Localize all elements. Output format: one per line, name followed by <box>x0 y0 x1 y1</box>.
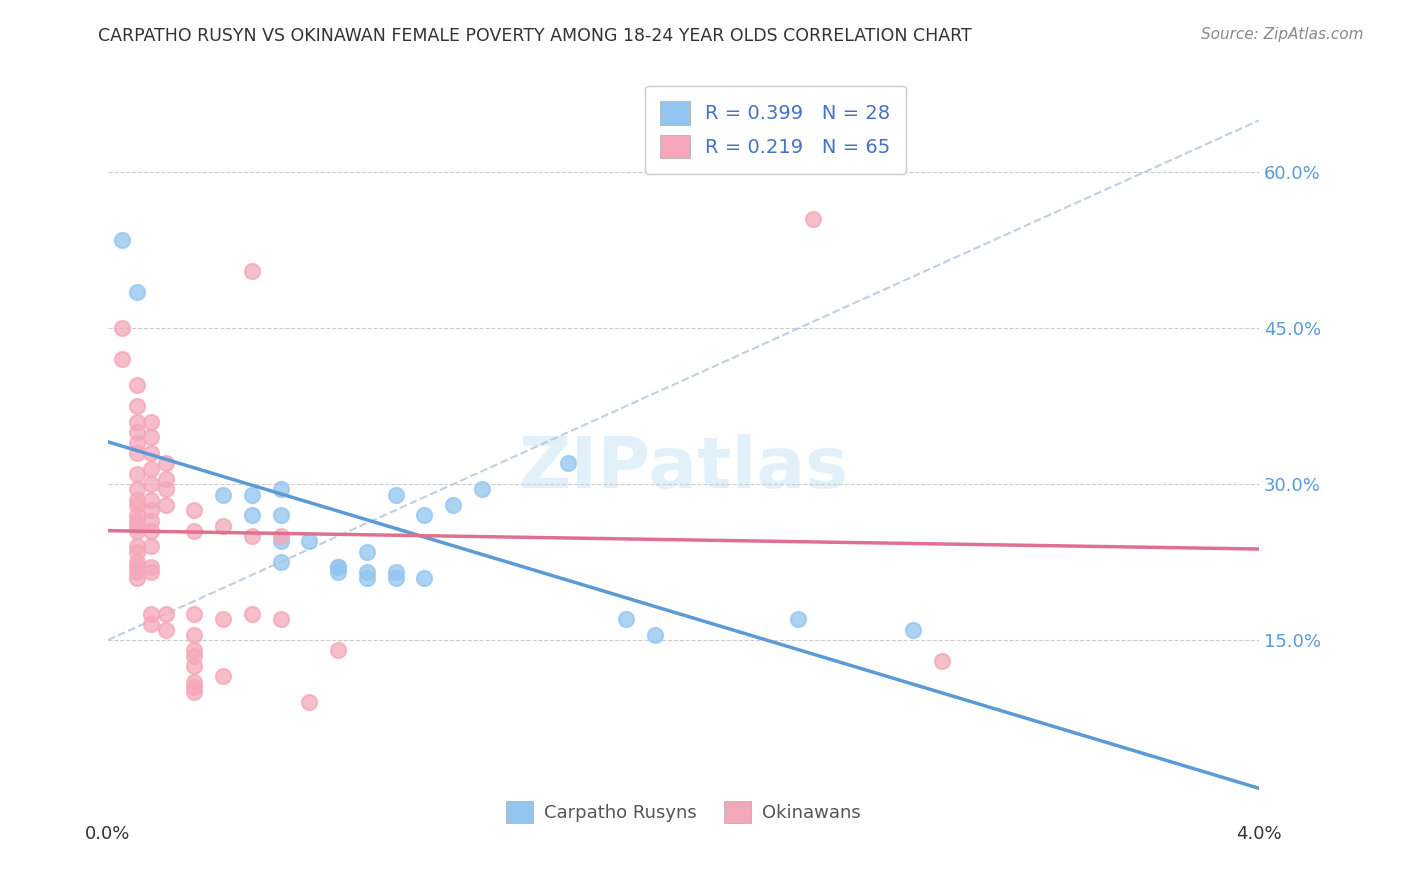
Point <box>384 571 406 585</box>
Point <box>139 477 162 491</box>
Point <box>155 472 177 486</box>
Point <box>139 492 162 507</box>
Point <box>125 425 148 440</box>
Point <box>183 659 205 673</box>
Point <box>139 607 162 621</box>
Point <box>903 623 925 637</box>
Point <box>125 555 148 569</box>
Point <box>125 540 148 554</box>
Point <box>441 498 464 512</box>
Point <box>183 648 205 663</box>
Point <box>125 399 148 413</box>
Point <box>125 492 148 507</box>
Point <box>155 498 177 512</box>
Point <box>384 566 406 580</box>
Point <box>139 430 162 444</box>
Point <box>326 560 349 574</box>
Point <box>139 503 162 517</box>
Point <box>155 456 177 470</box>
Point <box>139 461 162 475</box>
Point <box>413 508 436 523</box>
Point <box>644 628 666 642</box>
Point <box>155 483 177 497</box>
Point <box>270 529 292 543</box>
Point <box>125 566 148 580</box>
Point <box>139 566 162 580</box>
Point <box>125 483 148 497</box>
Point <box>183 685 205 699</box>
Point <box>356 566 378 580</box>
Point <box>240 508 263 523</box>
Point <box>557 456 579 470</box>
Point <box>125 508 148 523</box>
Point <box>270 612 292 626</box>
Point <box>125 571 148 585</box>
Point <box>270 555 292 569</box>
Point <box>326 566 349 580</box>
Point <box>125 415 148 429</box>
Point <box>384 487 406 501</box>
Point <box>139 415 162 429</box>
Point <box>125 498 148 512</box>
Point <box>183 628 205 642</box>
Point <box>298 534 321 549</box>
Text: CARPATHO RUSYN VS OKINAWAN FEMALE POVERTY AMONG 18-24 YEAR OLDS CORRELATION CHAR: CARPATHO RUSYN VS OKINAWAN FEMALE POVERT… <box>98 27 972 45</box>
Point <box>212 669 235 683</box>
Point <box>183 680 205 694</box>
Point <box>240 487 263 501</box>
Point <box>183 607 205 621</box>
Point <box>139 524 162 538</box>
Point <box>183 503 205 517</box>
Point <box>801 212 824 227</box>
Point <box>111 233 134 247</box>
Point <box>125 446 148 460</box>
Point <box>155 623 177 637</box>
Point <box>139 446 162 460</box>
Point <box>212 518 235 533</box>
Point <box>413 571 436 585</box>
Point <box>270 483 292 497</box>
Point <box>614 612 637 626</box>
Point <box>240 529 263 543</box>
Point <box>471 483 494 497</box>
Point <box>125 378 148 392</box>
Point <box>125 518 148 533</box>
Point <box>240 264 263 278</box>
Point <box>212 487 235 501</box>
Point <box>125 514 148 528</box>
Text: 4.0%: 4.0% <box>1236 825 1281 843</box>
Point <box>326 560 349 574</box>
Point <box>270 508 292 523</box>
Point <box>125 467 148 481</box>
Text: Source: ZipAtlas.com: Source: ZipAtlas.com <box>1201 27 1364 42</box>
Point <box>787 612 810 626</box>
Point <box>139 560 162 574</box>
Point <box>326 643 349 657</box>
Point <box>356 544 378 558</box>
Point <box>155 607 177 621</box>
Point <box>183 524 205 538</box>
Point <box>125 285 148 299</box>
Point <box>212 612 235 626</box>
Point <box>139 617 162 632</box>
Point <box>270 534 292 549</box>
Point <box>298 695 321 709</box>
Point <box>125 560 148 574</box>
Text: 0.0%: 0.0% <box>86 825 131 843</box>
Point <box>125 524 148 538</box>
Point <box>931 654 953 668</box>
Legend: Carpatho Rusyns, Okinawans: Carpatho Rusyns, Okinawans <box>499 794 868 830</box>
Point <box>240 607 263 621</box>
Point <box>125 544 148 558</box>
Point <box>111 352 134 367</box>
Point <box>139 514 162 528</box>
Point <box>356 571 378 585</box>
Point <box>125 435 148 450</box>
Point <box>183 643 205 657</box>
Point <box>183 674 205 689</box>
Point <box>139 540 162 554</box>
Point <box>111 321 134 335</box>
Text: ZIPatlas: ZIPatlas <box>519 434 848 503</box>
